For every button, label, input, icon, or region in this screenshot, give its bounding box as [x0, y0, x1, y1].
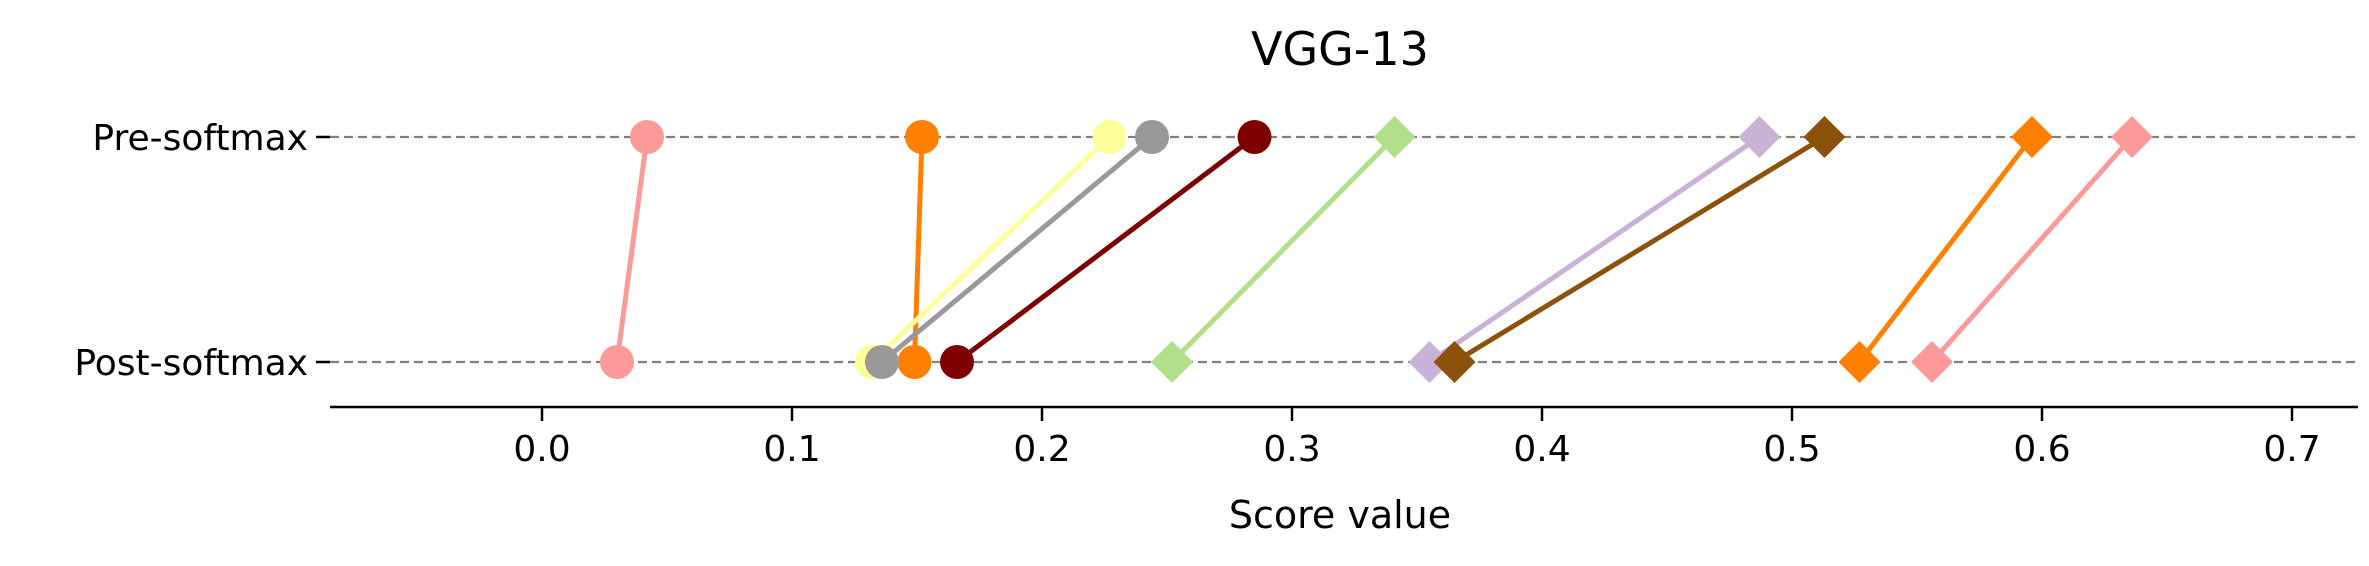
series-8-pre-marker [2011, 116, 2053, 158]
series-5-pre-marker [1373, 116, 1416, 158]
x-tick-label: 0.2 [1013, 429, 1070, 470]
x-axis-label: Score value [1229, 493, 1451, 537]
x-tick-label: 0.0 [513, 429, 570, 470]
series-9-connector [1930, 135, 2134, 364]
series-4-connector [955, 135, 1257, 364]
series-6-connector [1428, 134, 1761, 365]
series-connectors [614, 134, 2134, 365]
series-2-connector [870, 135, 1112, 364]
series-5-connector [1170, 135, 1397, 364]
y-tick-label: Post-softmax [74, 343, 308, 384]
series-2-pre-marker [1092, 120, 1127, 154]
series-8-connector [1857, 135, 2034, 364]
series-5-post-marker [1151, 341, 1193, 383]
series-7-connector [1453, 134, 1826, 365]
series-4-post-marker [940, 345, 974, 379]
series-9-post-marker [1911, 341, 1953, 383]
y-tick-label: Pre-softmax [92, 118, 308, 159]
series-3-post-marker [865, 345, 899, 379]
x-tick-label: 0.6 [2013, 429, 2070, 470]
series-0-connector [614, 136, 650, 363]
y-axis: Pre-softmax Post-softmax [74, 118, 330, 384]
series-9-pre-marker [2111, 116, 2153, 158]
chart-title: VGG-13 [1251, 22, 1429, 76]
series-1-pre-marker [905, 120, 939, 154]
series-1-connector [912, 136, 925, 363]
series-6-post-marker [1408, 341, 1451, 383]
series-0-pre-marker [630, 120, 664, 154]
x-tick-label: 0.4 [1513, 429, 1570, 470]
series-7-post-marker [1433, 341, 1476, 383]
series-3-pre-marker [1135, 120, 1169, 154]
gridlines [330, 135, 2358, 364]
x-tick-label: 0.3 [1263, 429, 1320, 470]
x-tick-label: 0.7 [2263, 429, 2320, 470]
x-tick-label: 0.1 [763, 429, 820, 470]
series-3-connector [880, 135, 1154, 364]
series-0-post-marker [600, 345, 634, 379]
x-axis: 0.0 0.1 0.2 0.3 0.4 0.5 0.6 0.7 [330, 405, 2358, 470]
series-6-pre-marker [1738, 116, 1781, 158]
series-markers [600, 116, 2153, 383]
x-tick-label: 0.5 [1763, 429, 1820, 470]
series-7-pre-marker [1803, 116, 1846, 158]
series-1-post-marker [897, 345, 932, 379]
series-8-post-marker [1838, 341, 1881, 383]
series-4-pre-marker [1237, 120, 1272, 154]
